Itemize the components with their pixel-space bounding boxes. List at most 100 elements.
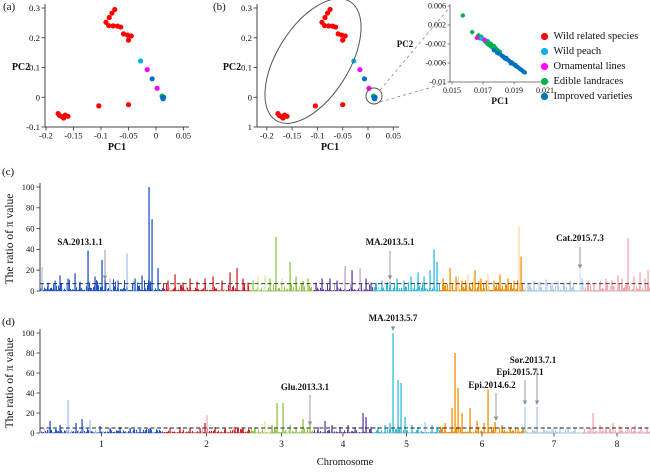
svg-text:0.019: 0.019 bbox=[505, 86, 523, 95]
svg-text:0.015: 0.015 bbox=[443, 86, 461, 95]
annotation-sor-2013-7-1: Sor.2013.7.1 bbox=[510, 355, 557, 405]
svg-text:0.05: 0.05 bbox=[176, 131, 192, 141]
svg-text:0: 0 bbox=[154, 131, 159, 141]
svg-text:Cat.2015.7.3: Cat.2015.7.3 bbox=[556, 233, 604, 243]
svg-text:0.3: 0.3 bbox=[29, 3, 41, 13]
svg-text:0.002: 0.002 bbox=[428, 21, 446, 30]
svg-text:3: 3 bbox=[279, 440, 284, 450]
svg-text:100: 100 bbox=[22, 182, 35, 192]
svg-text:PC1: PC1 bbox=[491, 97, 509, 107]
annotation-glu-2013-3-1: Glu.2013.3.1 bbox=[281, 382, 330, 426]
legend-label: Wild related species bbox=[553, 31, 639, 42]
svg-text:-0.2: -0.2 bbox=[39, 131, 53, 141]
svg-text:0: 0 bbox=[366, 131, 371, 141]
svg-text:7: 7 bbox=[552, 440, 557, 450]
svg-text:20: 20 bbox=[26, 408, 35, 418]
svg-text:-0.1: -0.1 bbox=[310, 131, 324, 141]
svg-text:Chromosome: Chromosome bbox=[317, 457, 374, 468]
svg-text:PC1: PC1 bbox=[108, 142, 126, 153]
svg-text:PC2: PC2 bbox=[223, 62, 241, 73]
svg-text:The ratio of π value: The ratio of π value bbox=[4, 338, 16, 429]
svg-text:0.1: 0.1 bbox=[241, 63, 252, 73]
panel-b-label: (b) bbox=[213, 1, 226, 13]
legend-label: Edible landraces bbox=[553, 76, 624, 87]
svg-text:40: 40 bbox=[26, 244, 35, 254]
svg-text:0.021: 0.021 bbox=[536, 86, 554, 95]
annotation-ma-2013-5-1: MA.2013.5.1 bbox=[366, 237, 415, 280]
svg-text:40: 40 bbox=[26, 388, 35, 398]
legend-dot-icon bbox=[541, 33, 548, 40]
annotation-cat-2015-7-3: Cat.2015.7.3 bbox=[556, 233, 604, 269]
svg-text:-0.05: -0.05 bbox=[119, 131, 138, 141]
panel-d-label: (d) bbox=[2, 316, 15, 328]
svg-text:MA.2013.5.1: MA.2013.5.1 bbox=[366, 237, 415, 247]
legend-item: Wild related species bbox=[541, 29, 638, 44]
svg-text:100: 100 bbox=[22, 328, 35, 338]
selection-ellipse bbox=[264, 0, 362, 124]
svg-text:Glu.2013.3.1: Glu.2013.3.1 bbox=[281, 382, 330, 392]
legend-label: Ornamental lines bbox=[553, 61, 626, 72]
svg-text:0.3: 0.3 bbox=[241, 3, 253, 13]
svg-text:4: 4 bbox=[341, 440, 346, 450]
svg-text:0: 0 bbox=[30, 286, 34, 296]
annotation-sa-2013-1-1: SA.2013.1.1 bbox=[57, 237, 108, 280]
legend: Wild related species Wild peach Ornamental… bbox=[541, 29, 638, 104]
svg-text:0.006: 0.006 bbox=[428, 2, 446, 11]
svg-text:0: 0 bbox=[30, 428, 34, 438]
svg-text:80: 80 bbox=[26, 203, 35, 213]
svg-text:-0.006: -0.006 bbox=[425, 59, 446, 68]
panel-c-label: (c) bbox=[2, 166, 15, 178]
pca-plot-b: -0.2 -0.15 -0.1 -0.05 0 0.05 0.3 0.2 0.1 0 1 PC2 PC1 bbox=[223, 0, 451, 153]
svg-text:0.2: 0.2 bbox=[241, 33, 252, 43]
svg-text:2: 2 bbox=[204, 440, 209, 450]
svg-text:Epi.2014.6.2: Epi.2014.6.2 bbox=[468, 380, 516, 390]
pca-inset: 0.015 0.017 0.019 0.021 0.006 0.002 -0.002 -0.0… bbox=[397, 2, 554, 108]
svg-text:Epi.2015.7.1: Epi.2015.7.1 bbox=[496, 367, 544, 377]
legend-dot-icon bbox=[541, 63, 548, 70]
zoom-circle bbox=[365, 87, 383, 105]
pca-plot-a: -0.2 -0.15 -0.1 -0.05 0 0.05 0.3 0.2 0.1 0 -0.1 PC2… bbox=[12, 3, 192, 153]
svg-text:SA.2013.1.1: SA.2013.1.1 bbox=[57, 237, 103, 247]
svg-text:5: 5 bbox=[404, 440, 409, 450]
svg-text:0: 0 bbox=[36, 92, 41, 102]
svg-text:0.017: 0.017 bbox=[474, 86, 492, 95]
legend-label: Wild peach bbox=[553, 46, 602, 57]
annotation-epi-2015-7-1: Epi.2015.7.1 bbox=[496, 367, 544, 405]
legend-dot-icon bbox=[541, 93, 548, 100]
svg-text:-0.1: -0.1 bbox=[94, 131, 108, 141]
svg-text:0: 0 bbox=[248, 92, 253, 102]
svg-text:-0.15: -0.15 bbox=[283, 131, 302, 141]
legend-item: Ornamental lines bbox=[541, 59, 638, 74]
svg-text:1: 1 bbox=[248, 122, 252, 132]
svg-text:-0.15: -0.15 bbox=[64, 131, 83, 141]
svg-text:0.05: 0.05 bbox=[386, 131, 402, 141]
legend-item: Improved varieties bbox=[541, 89, 638, 104]
svg-text:8: 8 bbox=[615, 440, 620, 450]
manhattan-plot-c: 0 20 40 60 80 100 The ratio of π value SA.2013.… bbox=[4, 182, 650, 296]
svg-text:-0.05: -0.05 bbox=[334, 131, 353, 141]
svg-text:0.2: 0.2 bbox=[29, 33, 40, 43]
svg-text:-0.1: -0.1 bbox=[26, 122, 40, 132]
svg-text:1: 1 bbox=[99, 440, 104, 450]
svg-text:6: 6 bbox=[480, 440, 485, 450]
svg-text:PC2: PC2 bbox=[397, 39, 414, 49]
legend-label: Improved varieties bbox=[553, 91, 633, 102]
svg-text:-0.002: -0.002 bbox=[425, 40, 446, 49]
svg-text:PC1: PC1 bbox=[321, 142, 339, 153]
svg-text:80: 80 bbox=[26, 348, 35, 358]
svg-text:20: 20 bbox=[26, 265, 35, 275]
svg-text:0.1: 0.1 bbox=[29, 63, 40, 73]
svg-text:PC2: PC2 bbox=[12, 62, 30, 73]
annotation-ma-2013-5-7: MA.2013.5.7 bbox=[369, 313, 418, 331]
legend-item: Edible landraces bbox=[541, 74, 638, 89]
annotation-epi-2014-6-2: Epi.2014.6.2 bbox=[468, 380, 516, 421]
legend-dot-icon bbox=[541, 48, 548, 55]
legend-item: Wild peach bbox=[541, 44, 638, 59]
panel-a-label: (a) bbox=[3, 1, 16, 13]
svg-text:60: 60 bbox=[26, 223, 35, 233]
svg-text:-0.01: -0.01 bbox=[429, 78, 446, 87]
legend-dot-icon bbox=[541, 78, 548, 85]
svg-text:The ratio of π value: The ratio of π value bbox=[4, 194, 16, 285]
